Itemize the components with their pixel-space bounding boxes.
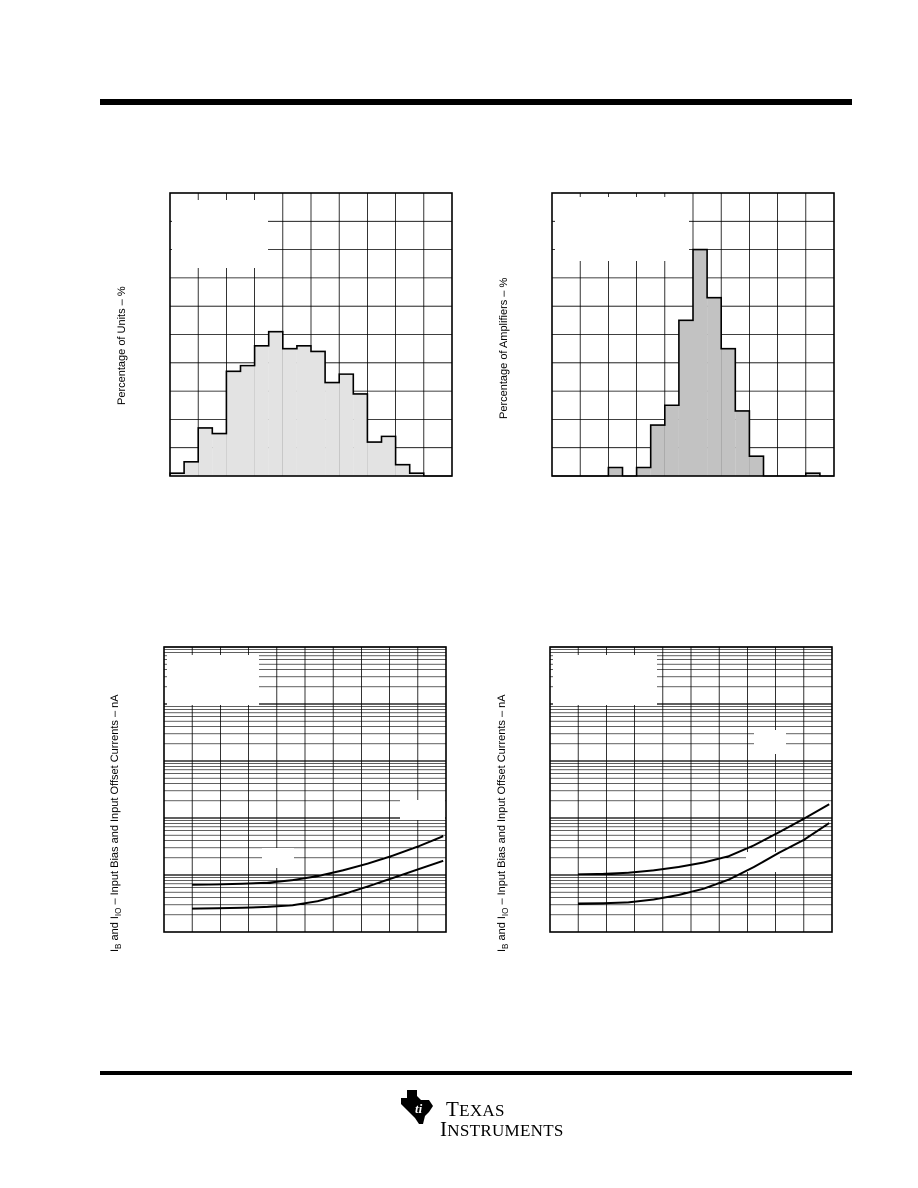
hist2-bar — [650, 425, 665, 476]
hist1-bar — [184, 461, 199, 476]
hist1-legend-box — [172, 200, 268, 268]
hist1-bar — [282, 348, 297, 476]
hist2-bar — [735, 410, 750, 476]
curve2-ylabel: IB and IIO – Input Bias and Input Offset… — [496, 694, 511, 952]
curve2-series-1 — [578, 803, 830, 876]
header-rule — [100, 99, 852, 105]
hist1-bar — [325, 382, 340, 476]
ti-state-icon: ti — [401, 1090, 433, 1124]
hist1-outline — [169, 330, 452, 477]
hist1-bar — [367, 442, 382, 476]
hist2-bar — [749, 456, 764, 476]
hist1-bar — [198, 427, 213, 476]
curve1-series-1 — [192, 835, 444, 886]
curve1-series-2 — [192, 859, 444, 910]
hist1-bar — [311, 351, 326, 476]
hist2-ylabel: Percentage of Amplifiers – % — [498, 277, 510, 419]
ti-wordmark-line: TEXAS — [446, 1097, 505, 1121]
hist1-bar — [296, 345, 311, 476]
hist1-frame — [169, 192, 453, 477]
hist1-bar — [240, 365, 255, 476]
ti-wordmark: TEXAS INSTRUMENTS — [440, 1097, 564, 1141]
hist2-bar — [707, 297, 722, 476]
curve1-ylabel: IB and IIO – Input Bias and Input Offset… — [109, 694, 124, 952]
hist2-legend-box — [555, 197, 689, 261]
ti-logo: ti TEXAS INSTRUMENTS — [397, 1083, 564, 1143]
hist1-ylabel: Percentage of Units – % — [116, 286, 128, 405]
hist2-bar — [608, 467, 623, 476]
curve2-curve-label-box — [754, 730, 786, 754]
hist2-bar — [721, 348, 736, 476]
ti-wordmark-line: INSTRUMENTS — [440, 1117, 564, 1141]
hist1-bar — [395, 464, 410, 476]
hist2-bar — [805, 473, 820, 476]
svg-text:ti: ti — [415, 1101, 423, 1116]
hist1-bar — [381, 436, 396, 476]
curve1-legend-box — [167, 655, 259, 705]
curve1-curve-label-box — [262, 848, 294, 868]
hist1-bar — [212, 433, 227, 476]
hist1-bar — [353, 393, 368, 476]
hist1-bar — [339, 374, 354, 476]
hist1-bar — [409, 473, 424, 476]
hist1-bar — [254, 345, 269, 476]
footer-rule — [100, 1071, 852, 1075]
hist1-bar — [170, 473, 185, 476]
hist1-bar — [268, 331, 283, 476]
curve1-curve-label-box — [400, 800, 445, 820]
hist1-bar — [226, 371, 241, 476]
curve1-frame — [163, 646, 447, 933]
hist2-bar — [678, 320, 693, 476]
hist2-frame — [551, 192, 835, 477]
curve2-frame — [549, 646, 833, 933]
hist2-bar — [636, 467, 651, 476]
curve2-legend-box — [553, 655, 657, 705]
hist2-bar — [693, 249, 708, 476]
hist2-bar — [664, 405, 679, 476]
curve2-series-2 — [578, 822, 830, 905]
